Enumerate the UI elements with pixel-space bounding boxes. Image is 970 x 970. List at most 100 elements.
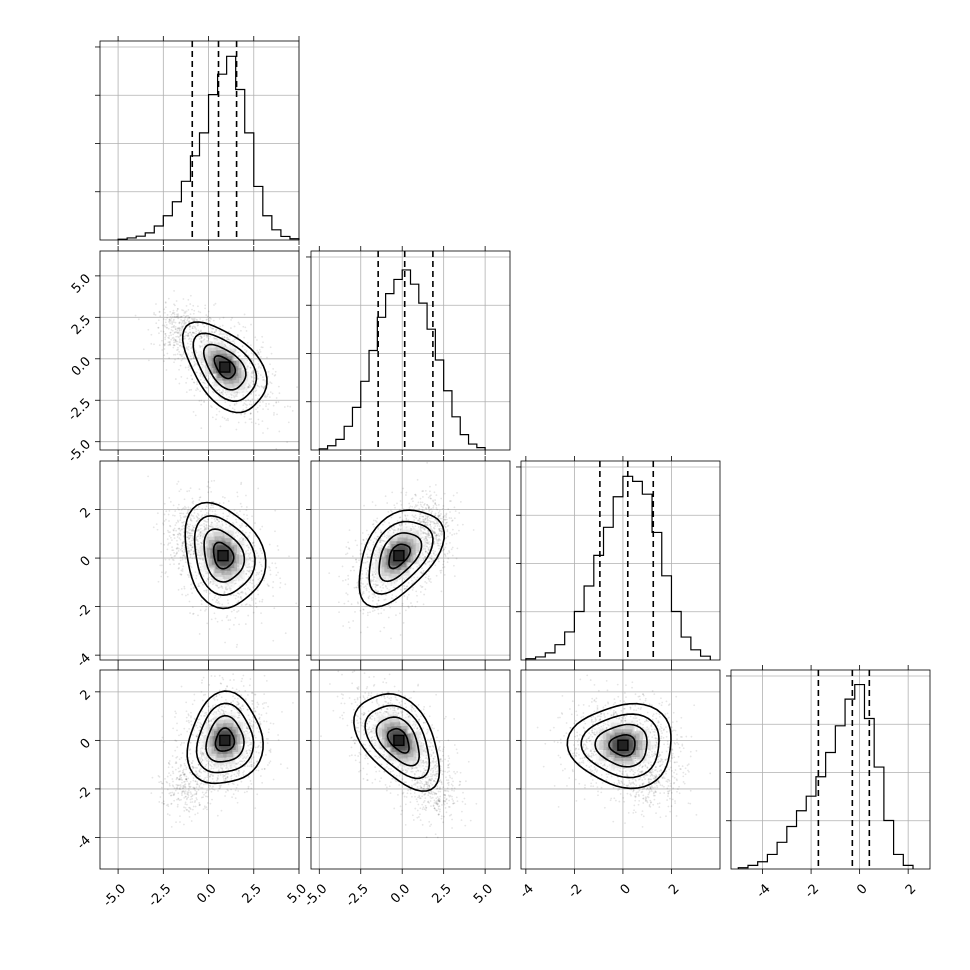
- scatter-point: [431, 530, 433, 532]
- scatter-point: [199, 318, 202, 320]
- scatter-point: [227, 338, 230, 341]
- scatter-point: [216, 599, 219, 602]
- scatter-point: [196, 535, 199, 538]
- scatter-point: [456, 524, 459, 526]
- scatter-point: [190, 549, 193, 552]
- scatter-point: [174, 331, 177, 334]
- scatter-point: [217, 601, 220, 603]
- scatter-point: [439, 539, 442, 541]
- scatter-point: [173, 344, 176, 347]
- scatter-point: [224, 391, 227, 394]
- scatter-point: [181, 325, 184, 328]
- scatter-point: [229, 594, 231, 597]
- scatter-point: [234, 616, 237, 619]
- scatter-point: [424, 563, 427, 566]
- scatter-point: [207, 491, 210, 494]
- scatter-point: [432, 499, 434, 502]
- scatter-point: [328, 572, 331, 575]
- scatter-point: [184, 515, 187, 518]
- scatter-point: [186, 334, 189, 337]
- scatter-point: [421, 490, 424, 493]
- scatter-point: [171, 329, 174, 332]
- scatter-point: [426, 519, 429, 521]
- scatter-point: [211, 775, 214, 778]
- scatter-point: [215, 330, 217, 333]
- scatter-point: [427, 577, 430, 580]
- scatter-point: [188, 550, 191, 552]
- scatter-point: [438, 529, 441, 531]
- scatter-point: [446, 535, 449, 538]
- scatter-point: [210, 521, 213, 524]
- scatter-point: [192, 528, 195, 531]
- scatter-point: [371, 573, 374, 575]
- scatter-point: [209, 580, 212, 583]
- scatter-point: [180, 733, 182, 736]
- scatter-point: [361, 532, 364, 534]
- scatter-point: [209, 375, 212, 378]
- scatter-point: [189, 487, 192, 490]
- scatter-point: [179, 344, 182, 347]
- scatter-point: [368, 556, 371, 559]
- scatter-point: [430, 494, 432, 497]
- scatter-point: [195, 546, 198, 549]
- scatter-point: [448, 550, 450, 552]
- scatter-point: [366, 577, 369, 580]
- scatter-point: [257, 487, 260, 490]
- scatter-point: [189, 343, 192, 346]
- scatter-point: [429, 497, 432, 500]
- scatter-point: [214, 675, 216, 678]
- scatter-point: [422, 521, 425, 523]
- scatter-point: [449, 532, 451, 534]
- scatter-point: [194, 524, 197, 527]
- scatter-point: [436, 524, 439, 527]
- scatter-point: [206, 386, 209, 389]
- scatter-point: [192, 357, 195, 359]
- scatter-point: [180, 587, 183, 590]
- scatter-point: [191, 318, 194, 321]
- scatter-point: [224, 401, 227, 404]
- scatter-point: [409, 505, 412, 508]
- scatter-point: [218, 317, 221, 320]
- scatter-point: [433, 522, 436, 525]
- scatter-point: [197, 324, 199, 326]
- scatter-point: [203, 589, 206, 592]
- scatter-point: [433, 527, 436, 530]
- scatter-point: [202, 381, 205, 384]
- scatter-point: [193, 309, 196, 312]
- scatter-point: [423, 520, 425, 523]
- scatter-point: [398, 516, 401, 519]
- scatter-point: [183, 527, 185, 530]
- scatter-point: [436, 538, 438, 541]
- scatter-point: [443, 548, 445, 551]
- scatter-point: [254, 422, 257, 425]
- scatter-point: [209, 326, 212, 329]
- scatter-point: [200, 603, 203, 606]
- scatter-point: [436, 540, 438, 542]
- scatter-point: [153, 311, 155, 314]
- scatter-point: [381, 584, 384, 587]
- scatter-point: [196, 324, 199, 327]
- scatter-point: [239, 596, 242, 599]
- scatter-point: [438, 535, 441, 537]
- scatter-point: [213, 518, 216, 520]
- scatter-point: [243, 415, 246, 418]
- scatter-point: [218, 392, 221, 394]
- scatter-point: [187, 552, 190, 555]
- scatter-point: [163, 354, 166, 357]
- scatter-point: [254, 568, 257, 571]
- scatter-point: [253, 544, 256, 547]
- scatter-point: [215, 328, 217, 331]
- scatter-point: [226, 417, 229, 420]
- scatter-point: [169, 310, 172, 313]
- scatter-point: [432, 500, 435, 503]
- scatter-point: [425, 537, 427, 540]
- scatter-point: [167, 327, 170, 330]
- scatter-point: [170, 338, 173, 341]
- scatter-point: [176, 547, 178, 550]
- scatter-point: [254, 721, 257, 724]
- scatter-point: [432, 549, 435, 552]
- scatter-point: [210, 503, 213, 506]
- scatter-point: [185, 304, 188, 307]
- scatter-point: [179, 556, 182, 559]
- scatter-point: [236, 512, 238, 514]
